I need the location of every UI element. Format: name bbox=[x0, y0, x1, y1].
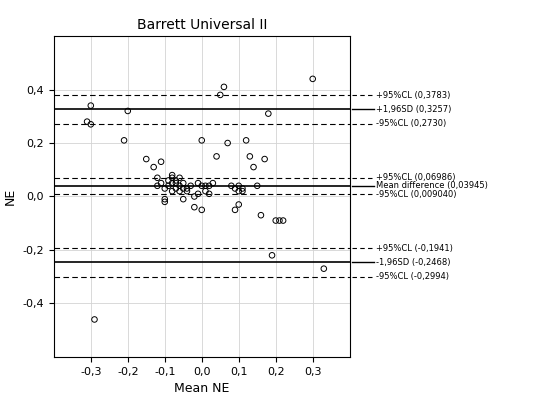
Title: Barrett Universal II: Barrett Universal II bbox=[137, 18, 267, 32]
Point bbox=[87, 121, 95, 128]
Point bbox=[168, 180, 176, 186]
Point bbox=[179, 180, 188, 186]
Point bbox=[190, 204, 199, 211]
Point bbox=[164, 177, 173, 184]
Text: -95%CL (0,2730): -95%CL (0,2730) bbox=[376, 119, 446, 128]
Point bbox=[223, 140, 232, 146]
Point bbox=[175, 182, 184, 189]
Point bbox=[175, 174, 184, 181]
Point bbox=[209, 180, 217, 186]
Point bbox=[168, 172, 176, 178]
Y-axis label: NE: NE bbox=[4, 188, 17, 205]
Point bbox=[172, 180, 180, 186]
Point bbox=[249, 164, 258, 170]
X-axis label: Mean NE: Mean NE bbox=[174, 382, 229, 395]
Point bbox=[238, 185, 247, 192]
Point bbox=[157, 180, 165, 186]
Point bbox=[153, 174, 161, 181]
Point bbox=[242, 137, 250, 144]
Point bbox=[157, 158, 165, 165]
Text: -1,96SD (-0,2468): -1,96SD (-0,2468) bbox=[376, 258, 450, 267]
Point bbox=[164, 182, 173, 189]
Point bbox=[320, 265, 328, 272]
Point bbox=[205, 182, 214, 189]
Point bbox=[308, 76, 317, 82]
Text: +95%CL (0,06986): +95%CL (0,06986) bbox=[376, 173, 455, 182]
Point bbox=[212, 153, 221, 160]
Point bbox=[172, 185, 180, 192]
Point bbox=[153, 182, 161, 189]
Point bbox=[183, 188, 192, 194]
Point bbox=[197, 207, 206, 213]
Point bbox=[260, 156, 269, 162]
Point bbox=[150, 164, 158, 170]
Text: -95%CL (0,009040): -95%CL (0,009040) bbox=[376, 190, 456, 198]
Text: Mean difference (0,03945): Mean difference (0,03945) bbox=[376, 181, 487, 190]
Point bbox=[197, 182, 206, 189]
Point bbox=[190, 193, 199, 200]
Point bbox=[264, 110, 273, 117]
Point bbox=[227, 182, 236, 189]
Point bbox=[257, 212, 265, 219]
Text: +1,96SD (0,3257): +1,96SD (0,3257) bbox=[376, 105, 451, 114]
Point bbox=[160, 198, 169, 205]
Point bbox=[179, 196, 188, 203]
Point bbox=[197, 137, 206, 144]
Point bbox=[216, 92, 224, 98]
Point bbox=[142, 156, 151, 162]
Point bbox=[220, 84, 228, 90]
Point bbox=[160, 185, 169, 192]
Point bbox=[120, 137, 129, 144]
Point bbox=[205, 190, 214, 197]
Point bbox=[183, 185, 192, 192]
Point bbox=[160, 196, 169, 203]
Point bbox=[179, 185, 188, 192]
Point bbox=[194, 190, 202, 197]
Point bbox=[168, 188, 176, 194]
Point bbox=[235, 201, 243, 208]
Point bbox=[168, 174, 176, 181]
Point bbox=[201, 182, 210, 189]
Point bbox=[238, 188, 247, 194]
Text: +95%CL (0,3783): +95%CL (0,3783) bbox=[376, 91, 450, 100]
Point bbox=[90, 316, 99, 323]
Text: +95%CL (-0,1941): +95%CL (-0,1941) bbox=[376, 244, 452, 253]
Point bbox=[231, 185, 239, 192]
Point bbox=[175, 188, 184, 194]
Point bbox=[186, 182, 195, 189]
Point bbox=[275, 217, 284, 224]
Point bbox=[123, 108, 132, 114]
Point bbox=[231, 207, 239, 213]
Point bbox=[253, 182, 261, 189]
Point bbox=[272, 217, 280, 224]
Point bbox=[83, 118, 91, 125]
Point bbox=[172, 177, 180, 184]
Point bbox=[235, 188, 243, 194]
Point bbox=[194, 180, 202, 186]
Text: -95%CL (-0,2994): -95%CL (-0,2994) bbox=[376, 272, 449, 281]
Point bbox=[201, 188, 210, 194]
Point bbox=[235, 182, 243, 189]
Point bbox=[268, 252, 277, 259]
Point bbox=[279, 217, 287, 224]
Point bbox=[87, 102, 95, 109]
Point bbox=[245, 153, 254, 160]
